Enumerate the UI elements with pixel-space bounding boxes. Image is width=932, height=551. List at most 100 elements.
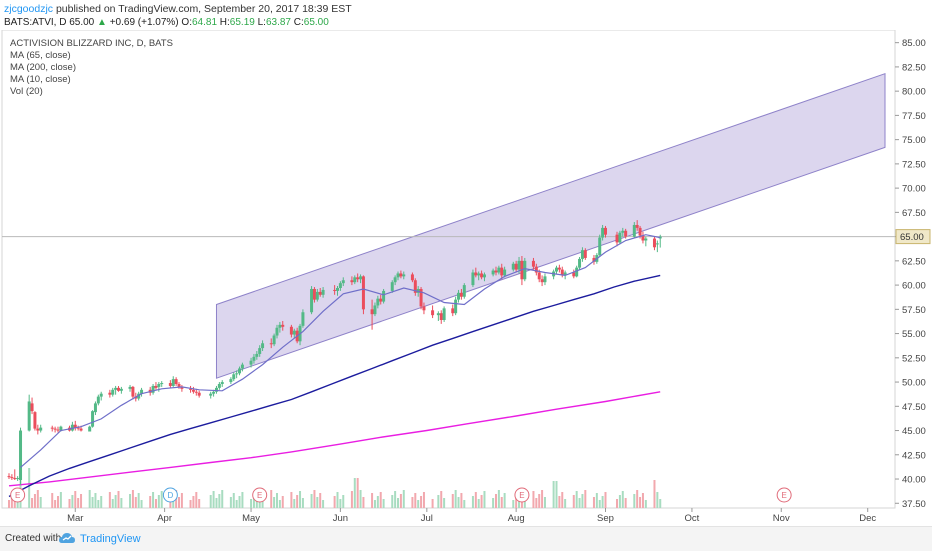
y-tick-label: 80.00 [902,87,926,98]
candle-body [209,394,212,396]
volume-bar [432,499,434,508]
volume-bar [573,495,575,508]
volume-bar [8,500,10,508]
volume-bar [313,490,315,508]
candle-body [523,261,526,279]
high-value: 65.19 [230,17,255,28]
volume-bar [584,490,586,508]
marker-label: E [257,491,262,500]
volume-bar [74,491,76,508]
volume-bar [115,495,117,508]
candle-body [97,397,100,404]
volume-bar [97,500,99,508]
volume-bar [138,493,140,508]
candle-body [293,331,296,335]
candle-body [353,277,356,282]
candle-body [310,289,313,312]
volume-bar [149,496,151,508]
marker-label: E [781,491,786,500]
candle-body [192,390,195,392]
volume-bar [221,490,223,508]
volume-bar [100,496,102,508]
candle-body [108,393,111,395]
candle-body [480,273,483,277]
candle-body [624,231,627,237]
high-label: H: [220,17,230,28]
candle-body [120,389,123,391]
volume-bar [181,493,183,508]
volume-bar [316,497,318,508]
volume-bar [94,493,96,508]
x-tick-label: Jul [421,513,433,524]
x-tick-label: Mar [67,513,83,524]
y-tick-label: 62.50 [902,256,926,267]
volume-bar [483,491,485,508]
volume-bar [152,492,154,508]
volume-bar [276,493,278,508]
candle-body [497,268,500,273]
volume-bar [653,480,655,508]
candle-body [235,373,238,374]
candle-body [644,239,647,241]
volume-bar [458,497,460,508]
volume-bar [28,468,30,508]
volume-bar [475,492,477,508]
candle-body [394,277,397,282]
volume-bar [57,496,59,508]
volume-bar [195,492,197,508]
marker-label: E [519,491,524,500]
volume-bar [504,493,506,508]
volume-bar [80,494,82,508]
y-tick-label: 45.00 [902,426,926,437]
volume-bar [236,500,238,508]
volume-bar [71,495,73,508]
volume-bar [397,498,399,508]
y-tick-label: 52.50 [902,353,926,364]
candle-body [301,312,304,326]
author-link[interactable]: zjcgoodzjc [4,3,53,15]
tradingview-link[interactable]: TradingView [80,533,141,545]
quote-line: BATS:ATVI, D 65.00 ▲ +0.69 (+1.07%) O:64… [4,16,352,30]
volume-bar [596,493,598,508]
candle-body [39,428,42,431]
x-tick-label: Apr [157,513,172,524]
candle-body [379,299,382,302]
candle-body [584,250,587,258]
volume-bar [645,500,647,508]
candle-body [555,268,558,272]
price-chart[interactable]: 85.00 82.50 80.00 77.50 75.00 72.50 70.00 67.50… [0,30,932,526]
volume-bar [210,495,212,508]
volume-bar [633,494,635,508]
candle-body [261,343,264,348]
indicator-label: MA (65, close) [10,50,71,61]
volume-bar [279,500,281,508]
y-tick-label: 85.00 [902,38,926,49]
candle-body [437,313,440,315]
chart-header: zjcgoodzjc published on TradingView.com,… [4,2,352,30]
volume-bar [40,497,42,508]
candle-body [492,271,495,275]
candle-body [10,477,13,478]
candle-body [336,288,339,291]
volume-bar [495,494,497,508]
y-tick-label: 70.00 [902,184,926,195]
volume-bar [383,499,385,508]
indicator-label: MA (200, close) [10,62,76,73]
y-tick-label: 72.50 [902,159,926,170]
candle-body [275,328,278,336]
marker-label: D [167,491,173,500]
volume-bar [437,495,439,508]
volume-bar [132,490,134,508]
candle-body [290,327,293,335]
volume-bar [656,492,658,508]
volume-bar [354,478,356,508]
volume-bar [290,492,292,508]
volume-bar [351,491,353,508]
candle-body [232,374,235,379]
volume-bar [34,494,36,508]
candle-body [503,270,506,276]
y-tick-label: 40.00 [902,475,926,486]
x-tick-label: Sep [597,513,614,524]
volume-bar [391,495,393,508]
x-tick-label: Jun [333,513,348,524]
